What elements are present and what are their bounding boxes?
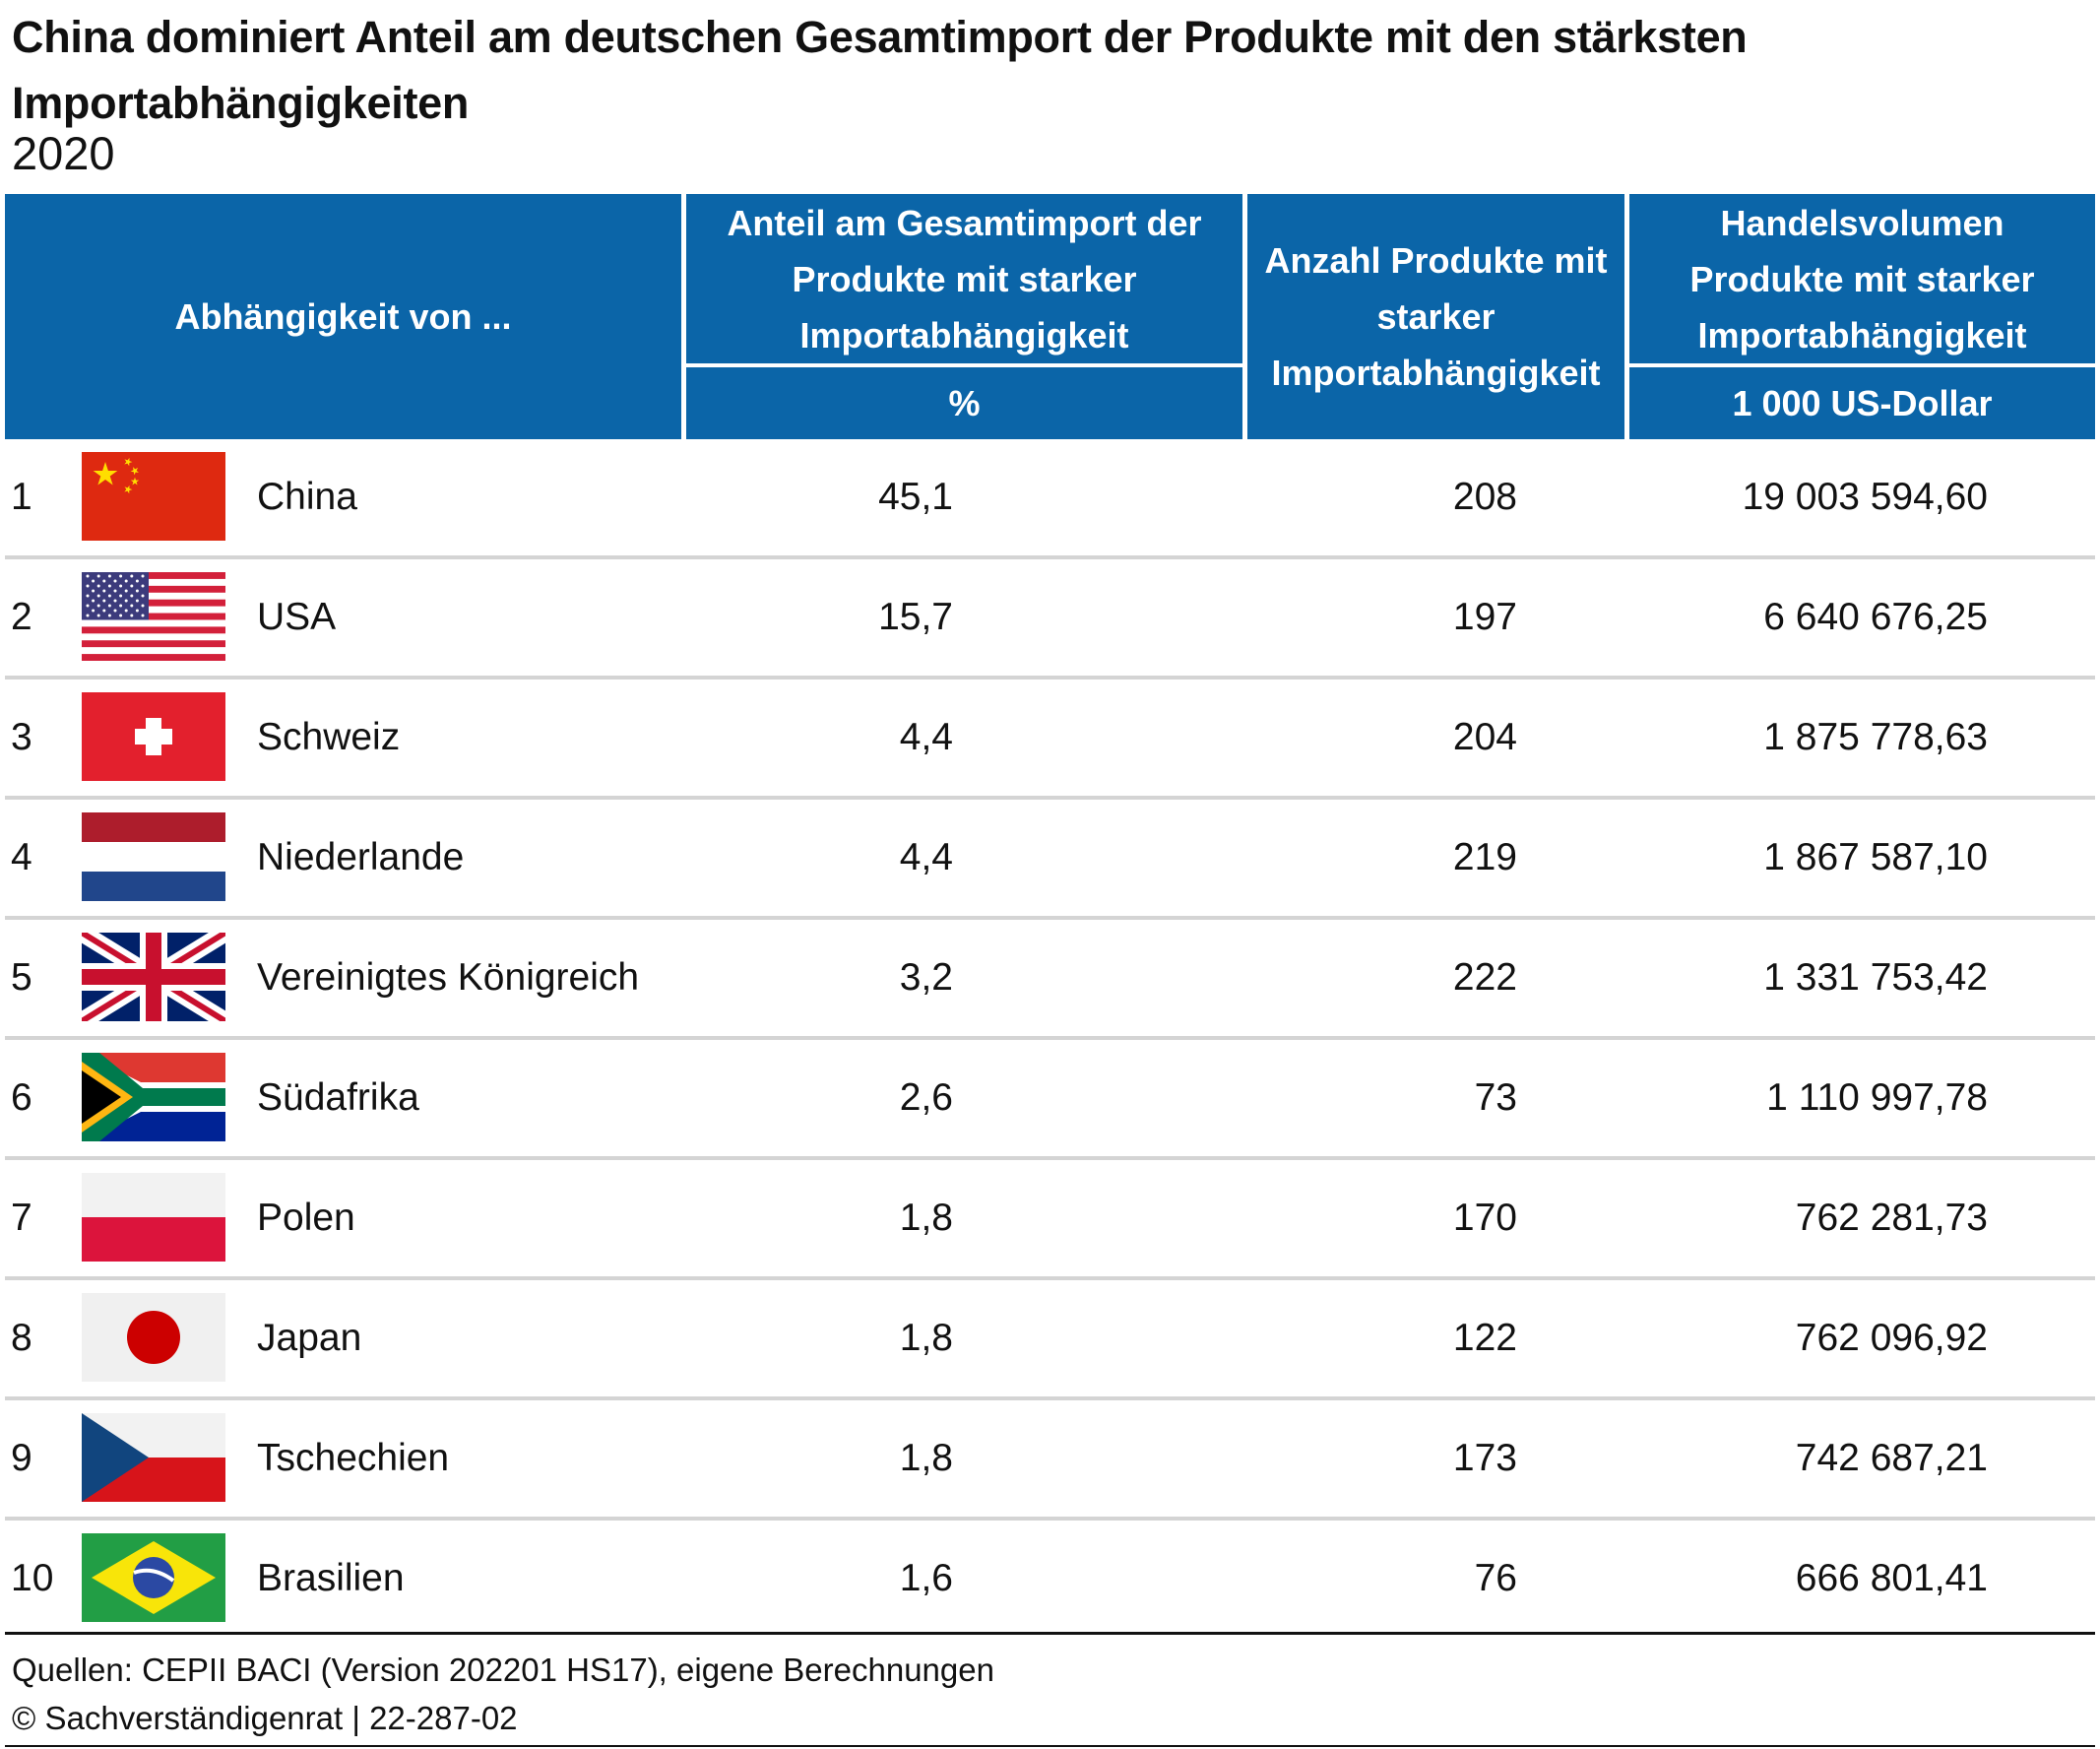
table-row: 4 Niederlande 4,4 219 1 867 587,10: [5, 800, 2095, 920]
table-row: 10 Brasilien 1,6 76 666 801,41: [5, 1521, 2095, 1641]
japan-flag-icon: [82, 1293, 225, 1382]
country-cell: Niederlande: [257, 836, 465, 878]
poland-flag-icon: [82, 1173, 225, 1262]
uk-flag-icon: [82, 933, 225, 1021]
czechia-flag-icon: [82, 1413, 225, 1502]
share-cell: 45,1: [878, 476, 953, 518]
count-cell: 170: [1452, 1197, 1517, 1239]
country-cell: Tschechien: [257, 1437, 450, 1479]
row-separator: [5, 1517, 2095, 1521]
count-cell: 197: [1452, 596, 1517, 638]
volume-cell: 1 867 587,10: [1763, 836, 1988, 878]
volume-cell: 1 875 778,63: [1763, 716, 1988, 758]
rank-cell: 2: [11, 596, 32, 638]
volume-cell: 1 110 997,78: [1766, 1076, 1988, 1119]
row-separator: [5, 676, 2095, 680]
count-cell: 122: [1452, 1317, 1517, 1359]
count-cell: 76: [1474, 1557, 1517, 1599]
share-cell: 1,6: [899, 1557, 953, 1599]
country-cell: Japan: [257, 1317, 362, 1359]
share-cell: 3,2: [899, 956, 953, 999]
usa-flag-icon: [82, 572, 225, 661]
volume-cell: 762 281,73: [1795, 1197, 1988, 1239]
rank-cell: 10: [11, 1557, 54, 1599]
rank-cell: 4: [11, 836, 32, 878]
chart-title: China dominiert Anteil am deutschen Gesa…: [12, 12, 1748, 128]
country-cell: Brasilien: [257, 1557, 405, 1599]
table-row: 1 China 45,1 208 19 003 594,60: [5, 439, 2095, 559]
share-cell: 4,4: [899, 836, 953, 878]
country-cell: Schweiz: [257, 716, 401, 758]
country-cell: China: [257, 476, 357, 518]
share-cell: 2,6: [899, 1076, 953, 1119]
count-cell: 219: [1452, 836, 1517, 878]
footer-bottom-rule: [5, 1745, 2095, 1747]
rank-cell: 3: [11, 716, 32, 758]
count-cell: 173: [1452, 1437, 1517, 1479]
share-cell: 1,8: [899, 1317, 953, 1359]
row-separator: [5, 1156, 2095, 1160]
footer-copyright: © Sachverständigenrat | 22-287-02: [12, 1700, 518, 1736]
row-separator: [5, 555, 2095, 559]
table-row: 8 Japan 1,8 122 762 096,92: [5, 1280, 2095, 1400]
country-cell: Polen: [257, 1197, 355, 1239]
rank-cell: 1: [11, 476, 32, 518]
volume-cell: 666 801,41: [1795, 1557, 1988, 1599]
south-africa-flag-icon: [82, 1053, 225, 1141]
row-separator: [5, 916, 2095, 920]
header-count: Anzahl Produkte mit starker Importabhäng…: [1247, 194, 1624, 439]
table-row: 3 Schweiz 4,4 204 1 875 778,63: [5, 680, 2095, 800]
table-bottom-rule: [5, 1632, 2095, 1635]
netherlands-flag-icon: [82, 812, 225, 901]
china-flag-icon: [82, 452, 225, 541]
share-cell: 15,7: [878, 596, 953, 638]
row-separator: [5, 796, 2095, 800]
table-row: 5 Vereinigtes Königreich 3,2 222 1 331 753,4…: [5, 920, 2095, 1040]
footer-sources: Quellen: CEPII BACI (Version 202201 HS17…: [12, 1652, 994, 1688]
table-row: 7 Polen 1,8 170 762 281,73: [5, 1160, 2095, 1280]
header-share-unit: %: [686, 367, 1242, 439]
count-cell: 73: [1474, 1076, 1517, 1119]
country-cell: Vereinigtes Königreich: [257, 956, 640, 999]
header-dependency: Abhängigkeit von ...: [5, 194, 681, 439]
count-cell: 222: [1452, 956, 1517, 999]
header-share: Anteil am Gesamtimport der Produkte mit …: [686, 194, 1242, 363]
header-volume: Handelsvolumen Produkte mit starker Impo…: [1629, 194, 2095, 363]
table-row: 6 Südafrika 2,6 73 1 110 997,78: [5, 1040, 2095, 1160]
rank-cell: 7: [11, 1197, 32, 1239]
row-separator: [5, 1276, 2095, 1280]
volume-cell: 1 331 753,42: [1763, 956, 1988, 999]
switzerland-flag-icon: [82, 692, 225, 781]
volume-cell: 6 640 676,25: [1763, 596, 1988, 638]
row-separator: [5, 1036, 2095, 1040]
count-cell: 208: [1452, 476, 1517, 518]
country-cell: Südafrika: [257, 1076, 419, 1119]
volume-cell: 762 096,92: [1795, 1317, 1988, 1359]
share-cell: 4,4: [899, 716, 953, 758]
share-cell: 1,8: [899, 1437, 953, 1479]
rank-cell: 8: [11, 1317, 32, 1359]
table-row: 2 USA 15,7 197 6 640 676,25: [5, 559, 2095, 680]
country-cell: USA: [257, 596, 337, 638]
header-volume-unit: 1 000 US-Dollar: [1629, 367, 2095, 439]
rank-cell: 5: [11, 956, 32, 999]
volume-cell: 742 687,21: [1795, 1437, 1988, 1479]
row-separator: [5, 1396, 2095, 1400]
count-cell: 204: [1452, 716, 1517, 758]
rank-cell: 6: [11, 1076, 32, 1119]
volume-cell: 19 003 594,60: [1742, 476, 1988, 518]
chart-subtitle: 2020: [12, 127, 115, 179]
brazil-flag-icon: [82, 1533, 225, 1622]
share-cell: 1,8: [899, 1197, 953, 1239]
table-row: 9 Tschechien 1,8 173 742 687,21: [5, 1400, 2095, 1521]
rank-cell: 9: [11, 1437, 32, 1479]
